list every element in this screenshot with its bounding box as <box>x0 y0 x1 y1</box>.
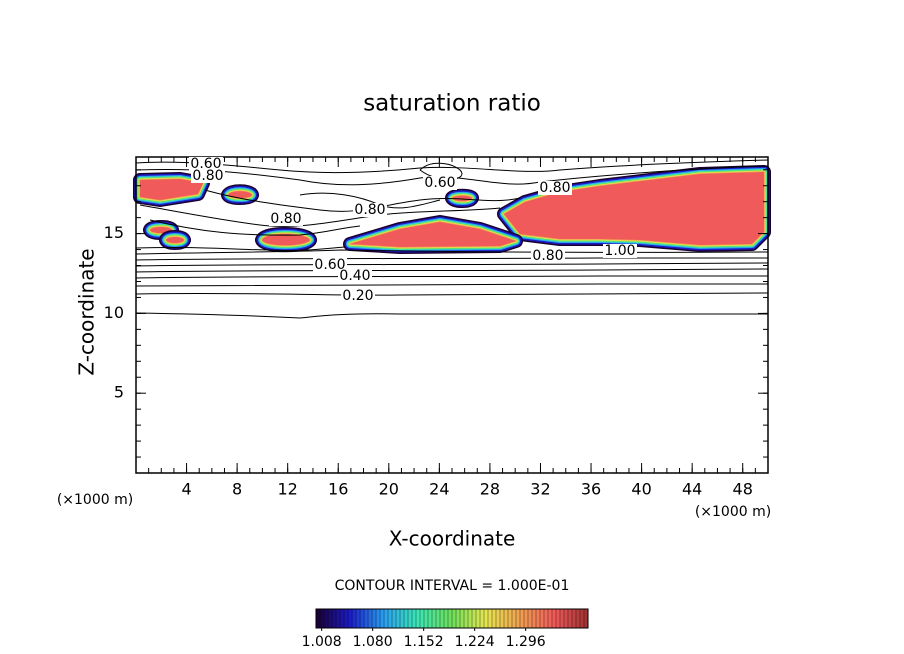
filled-core <box>262 234 310 246</box>
x-unit-left: (×1000 m) <box>57 492 133 508</box>
contour-label: 0.80 <box>354 202 385 218</box>
colorbar-tick-label: 1.008 <box>302 634 342 650</box>
y-tick-label: 10 <box>104 303 124 322</box>
y-axis-label: Z-coordinate <box>75 248 99 375</box>
contour-label: 0.80 <box>539 180 570 196</box>
contour-label: 0.80 <box>532 248 563 264</box>
contour-label: 1.00 <box>604 243 635 259</box>
x-tick-label: 32 <box>530 480 550 499</box>
x-unit-right: (×1000 m) <box>695 504 771 520</box>
y-tick-label: 5 <box>114 383 124 402</box>
contour-line <box>135 246 346 252</box>
x-axis-label: X-coordinate <box>389 527 516 551</box>
contour-label-bg <box>353 203 387 217</box>
x-tick-label: 4 <box>181 480 191 499</box>
contour-label-bg <box>531 249 565 263</box>
contour-label: 0.80 <box>270 211 301 227</box>
contour-label-bg <box>338 269 372 283</box>
contour-label-bg <box>603 244 637 258</box>
contour-label: 0.20 <box>342 288 373 304</box>
contour-label-bg <box>538 181 572 195</box>
y-tick-label: 15 <box>104 223 124 242</box>
contour-line <box>135 312 768 319</box>
x-tick-label: 40 <box>631 480 651 499</box>
filled-core <box>228 191 252 198</box>
contour-label: 0.60 <box>424 175 455 191</box>
x-tick-label: 20 <box>379 480 399 499</box>
colorbar-fill <box>315 608 589 629</box>
contour-line <box>135 275 768 279</box>
contour-label: 0.60 <box>314 257 345 273</box>
x-tick-label: 16 <box>328 480 348 499</box>
x-tick-label: 44 <box>682 480 702 499</box>
x-tick-label: 48 <box>733 480 753 499</box>
contour-interval: CONTOUR INTERVAL = 1.000E-01 <box>335 578 570 594</box>
filled-core <box>504 172 764 245</box>
contour-label: 0.60 <box>190 156 221 172</box>
filled-core <box>350 222 516 247</box>
x-tick-label: 24 <box>429 480 449 499</box>
contour-line <box>135 257 768 261</box>
contour-label-bg <box>269 212 303 226</box>
x-tick-label: 12 <box>278 480 298 499</box>
contour-line <box>135 283 768 287</box>
contour-label-bg <box>341 289 375 303</box>
x-tick-label: 8 <box>232 480 242 499</box>
contour-line <box>135 268 769 273</box>
x-tick-label: 28 <box>480 480 500 499</box>
contour-label-bg <box>189 157 223 171</box>
filled-core <box>166 237 184 243</box>
contour-label-bg <box>423 176 457 190</box>
contour-line <box>149 219 361 236</box>
contour-label: 0.40 <box>339 268 370 284</box>
contour-line <box>135 292 769 296</box>
colorbar-tick-label: 1.152 <box>404 634 444 650</box>
x-tick-label: 36 <box>581 480 601 499</box>
colorbar: 1.008 1.080 1.152 1.224 1.296 <box>302 608 589 650</box>
chart-title: saturation ratio <box>363 91 541 117</box>
contour-label-bg <box>191 169 225 183</box>
colorbar-tick-label: 1.224 <box>455 634 495 650</box>
contour-label-bg <box>313 258 347 272</box>
colorbar-tick-label: 1.080 <box>353 634 393 650</box>
filled-regions <box>133 165 771 254</box>
contour-line <box>135 159 769 174</box>
contour-line <box>135 262 769 267</box>
filled-core <box>140 179 203 200</box>
contour-line <box>139 204 501 227</box>
contour-label: 0.80 <box>192 168 223 184</box>
colorbar-tick-label: 1.296 <box>506 634 546 650</box>
